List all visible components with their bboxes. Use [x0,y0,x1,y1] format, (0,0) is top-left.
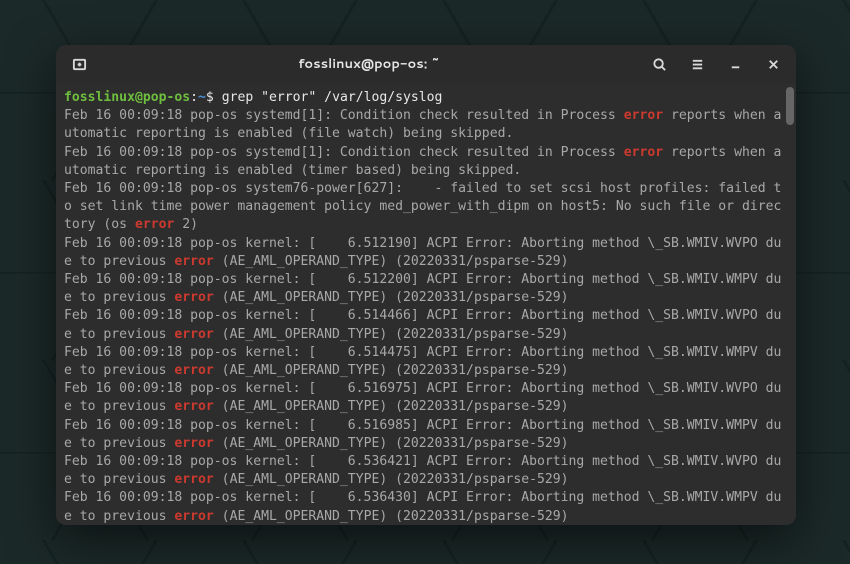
close-button[interactable] [756,50,790,78]
terminal-body[interactable]: fosslinux@pop-os:~$ grep "error" /var/lo… [56,83,796,525]
prompt-colon: : [190,90,198,105]
grep-match: error [135,217,174,232]
scrollbar-thumb[interactable] [786,87,794,125]
grep-match: error [624,145,663,160]
grep-match: error [174,363,213,378]
grep-match: error [174,472,213,487]
grep-match: error [174,436,213,451]
window-titlebar: fosslinux@pop-os: ~ [56,45,796,83]
grep-match: error [174,290,213,305]
prompt-user-host: fosslinux@pop-os [64,90,190,105]
command-text: grep "error" /var/log/syslog [222,90,443,105]
grep-match: error [174,327,213,342]
new-tab-button[interactable] [62,50,96,78]
terminal-window: fosslinux@pop-os: ~ fosslinux@pop-os:~$ … [56,45,796,525]
grep-match: error [174,509,213,524]
window-title: fosslinux@pop-os: ~ [100,55,638,73]
prompt-path: ~ [198,90,206,105]
grep-match: error [624,108,663,123]
menu-button[interactable] [680,50,714,78]
prompt-dollar: $ [206,90,222,105]
minimize-button[interactable] [718,50,752,78]
grep-match: error [174,254,213,269]
search-button[interactable] [642,50,676,78]
scrollbar[interactable] [786,87,794,521]
terminal-output: fosslinux@pop-os:~$ grep "error" /var/lo… [64,89,788,525]
grep-match: error [174,399,213,414]
